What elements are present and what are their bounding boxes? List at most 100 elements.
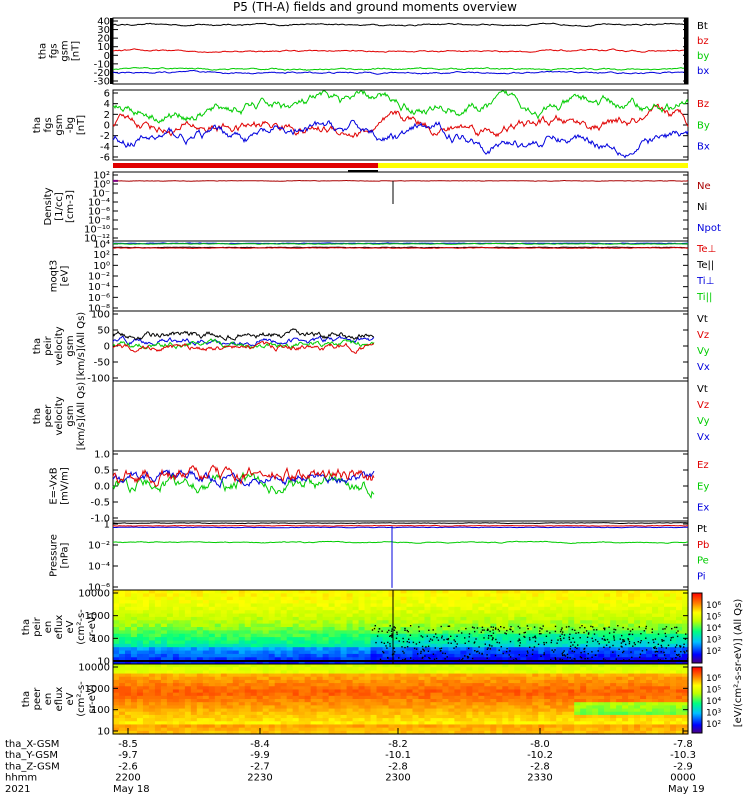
ion-spectrogram-cell bbox=[233, 640, 240, 644]
ion-spectrogram-cell bbox=[113, 640, 120, 644]
ion-spectrogram-cell bbox=[143, 647, 150, 651]
ion-spectrogram-cell bbox=[257, 603, 264, 607]
ion-spectrogram-cell bbox=[496, 603, 503, 607]
spectrogram-dot bbox=[586, 645, 587, 646]
ion-spectrogram-cell bbox=[275, 593, 282, 597]
y-axis-label: Pressure bbox=[49, 534, 60, 577]
ion-spectrogram-cell bbox=[466, 620, 473, 624]
spectrogram-dot bbox=[595, 655, 596, 656]
spectrogram-dot bbox=[506, 633, 507, 634]
ion-spectrogram-cell bbox=[670, 603, 677, 607]
ion-spectrogram-cell bbox=[550, 610, 557, 614]
y-axis-label: tha bbox=[32, 338, 43, 354]
ion-spectrogram-cell bbox=[311, 647, 318, 651]
ion-spectrogram-cell bbox=[257, 610, 264, 614]
ion-spectrogram-cell bbox=[610, 603, 617, 607]
series-line-Vt bbox=[113, 329, 374, 341]
ion-spectrogram-cell bbox=[562, 610, 569, 614]
ion-spectrogram-cell bbox=[598, 630, 605, 634]
ion-spectrogram-cell bbox=[329, 593, 336, 597]
spectrogram-dot bbox=[425, 646, 426, 647]
spectrogram-dot bbox=[493, 627, 494, 628]
spectrogram-dot bbox=[428, 646, 429, 647]
ion-spectrogram-cell bbox=[311, 603, 318, 607]
ion-spectrogram-cell bbox=[245, 630, 252, 634]
ion-spectrogram-cell bbox=[526, 603, 533, 607]
spectrogram-dot bbox=[687, 658, 688, 659]
ion-spectrogram-cell bbox=[275, 620, 282, 624]
spectrogram-dot bbox=[561, 629, 562, 630]
spectrogram-dot bbox=[552, 650, 553, 651]
ion-spectrogram-cell bbox=[197, 610, 204, 614]
legend-Vt: Vt bbox=[697, 314, 708, 325]
ion-spectrogram-cell bbox=[532, 620, 539, 624]
legend-Ti⊥: Ti⊥ bbox=[696, 276, 714, 287]
ion-spectrogram-cell bbox=[526, 640, 533, 644]
ion-spectrogram-cell bbox=[215, 647, 222, 651]
ion-spectrogram-cell bbox=[311, 593, 318, 597]
spectrogram-dot bbox=[604, 628, 605, 629]
ion-spectrogram-cell bbox=[466, 603, 473, 607]
ion-spectrogram-cell bbox=[514, 593, 521, 597]
spectrogram-dot bbox=[504, 632, 505, 633]
ion-spectrogram-cell bbox=[652, 620, 659, 624]
spectrogram-dot bbox=[668, 645, 669, 646]
ion-spectrogram-cell bbox=[353, 603, 360, 607]
spectrogram-dot bbox=[509, 650, 510, 651]
spectrogram-dot bbox=[377, 635, 378, 636]
ion-spectrogram-cell bbox=[245, 620, 252, 624]
spectrogram-dot bbox=[684, 652, 685, 653]
spectrogram-dot bbox=[465, 643, 466, 644]
spectrogram-dot bbox=[622, 641, 623, 642]
ion-spectrogram-cell bbox=[442, 593, 449, 597]
spectrogram-dot bbox=[399, 640, 400, 641]
legend-Pt: Pt bbox=[697, 524, 707, 535]
ion-spectrogram-cell bbox=[149, 593, 156, 597]
ion-spectrogram-cell bbox=[185, 630, 192, 634]
spectrogram-dot bbox=[491, 645, 492, 646]
y-axis-label: fgs bbox=[49, 43, 60, 58]
ion-spectrogram-cell bbox=[197, 647, 204, 651]
y-axis-label: [nPa] bbox=[60, 542, 71, 568]
spectrogram-dot bbox=[561, 627, 562, 628]
ion-spectrogram-cell bbox=[592, 610, 599, 614]
spectrogram-dot bbox=[372, 629, 373, 630]
legend-bx: bx bbox=[697, 66, 709, 77]
spectrogram-dot bbox=[474, 627, 475, 628]
ion-spectrogram-cell bbox=[568, 603, 575, 607]
spectrogram-dot bbox=[515, 658, 516, 659]
spectrogram-dot bbox=[416, 648, 417, 649]
spectrogram-dot bbox=[627, 638, 628, 639]
ion-spectrogram-cell bbox=[245, 593, 252, 597]
spectrogram-dot bbox=[499, 642, 500, 643]
spectrogram-dot bbox=[680, 651, 681, 652]
y-tick-label: -2 bbox=[100, 131, 110, 142]
legend-Ey: Ey bbox=[697, 481, 709, 492]
ion-spectrogram-cell bbox=[568, 610, 575, 614]
ion-spectrogram-cell bbox=[538, 610, 545, 614]
spectrogram-dot bbox=[609, 647, 610, 648]
ion-spectrogram-cell bbox=[203, 640, 210, 644]
ion-spectrogram-cell bbox=[335, 630, 342, 634]
y-axis-label: sr-eV) bbox=[87, 684, 98, 713]
spectrogram-dot bbox=[606, 645, 607, 646]
ion-spectrogram-cell bbox=[622, 593, 629, 597]
ion-spectrogram-cell bbox=[263, 603, 270, 607]
spectrogram-dot bbox=[495, 639, 496, 640]
spectrogram-dot bbox=[479, 652, 480, 653]
spectrogram-dot bbox=[613, 637, 614, 638]
ion-spectrogram-cell bbox=[359, 610, 366, 614]
ion-spectrogram-cell bbox=[173, 640, 180, 644]
ion-spectrogram-cell bbox=[341, 610, 348, 614]
ion-spectrogram-cell bbox=[353, 610, 360, 614]
y-axis-label: peer bbox=[43, 404, 54, 428]
ion-spectrogram-cell bbox=[418, 620, 425, 624]
spectrogram-dot bbox=[666, 647, 667, 648]
spectrogram-dot bbox=[581, 625, 582, 626]
ion-spectrogram-cell bbox=[365, 640, 372, 644]
spectrogram-dot bbox=[591, 657, 592, 658]
ion-spectrogram-cell bbox=[580, 620, 587, 624]
y-tick-label: 6 bbox=[104, 89, 110, 100]
ion-spectrogram-cell bbox=[323, 640, 330, 644]
spectrogram-dot bbox=[469, 636, 470, 637]
